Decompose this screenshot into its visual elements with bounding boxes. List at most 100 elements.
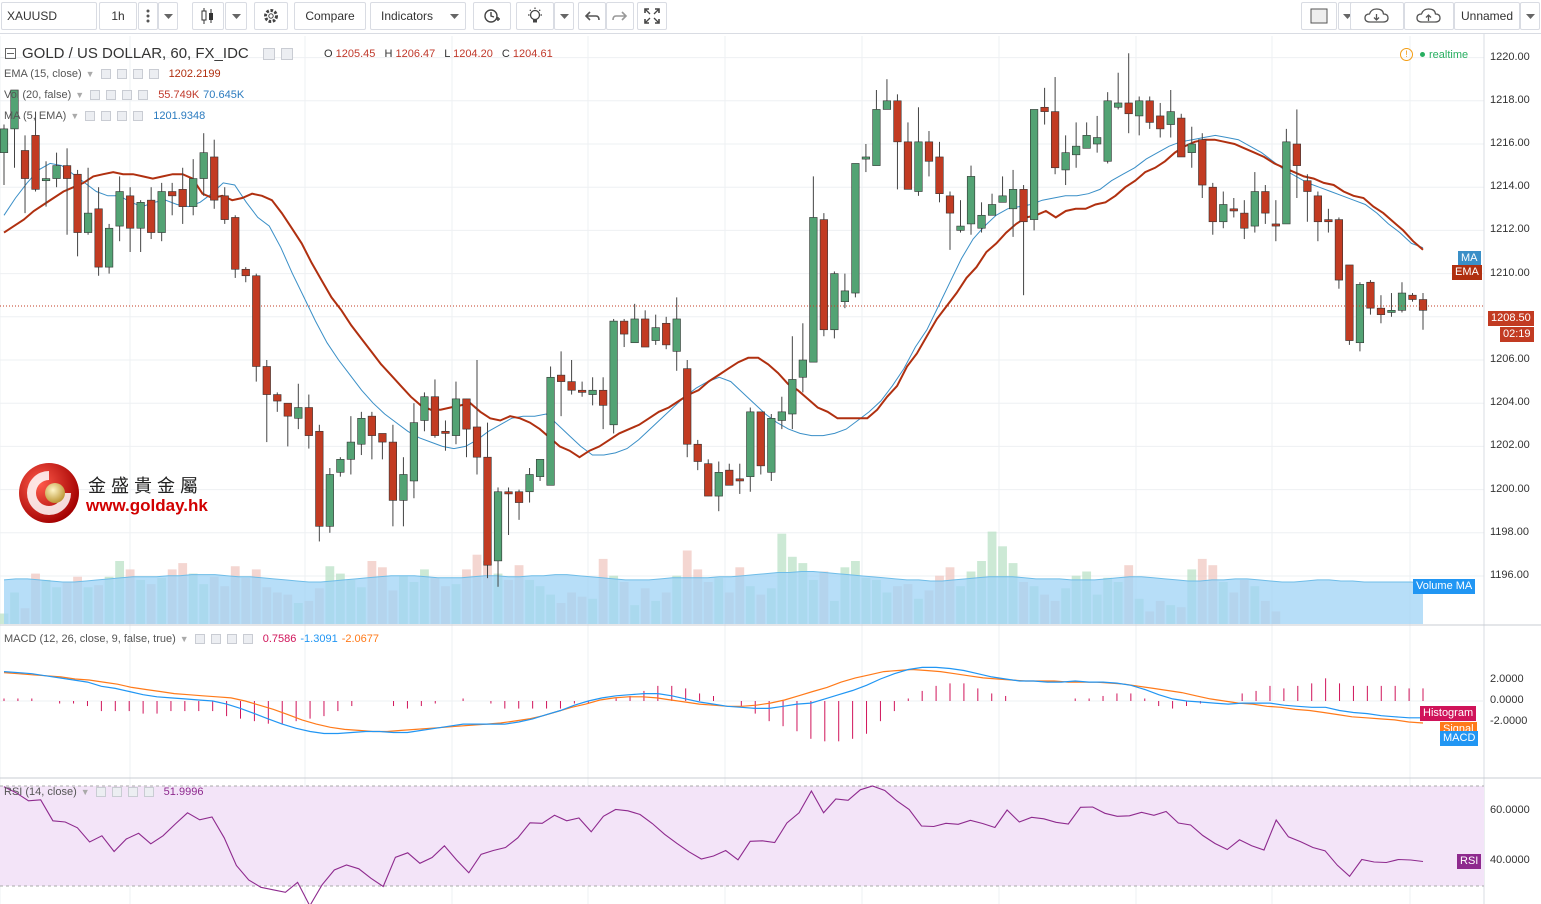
chart-canvas[interactable]: [0, 34, 1541, 904]
candle-body: [199, 152, 208, 179]
cloud-upload-icon[interactable]: [1404, 2, 1454, 30]
close-icon[interactable]: [242, 634, 253, 644]
candle-body: [399, 474, 408, 501]
close-icon[interactable]: [143, 787, 154, 797]
warning-icon[interactable]: !: [1400, 48, 1413, 61]
alert-icon[interactable]: [473, 2, 511, 30]
candle-body: [1051, 111, 1060, 169]
candle-body: [641, 318, 650, 348]
gear-icon[interactable]: [254, 2, 288, 30]
candle-body: [998, 195, 1007, 203]
ma-tag: MA: [1458, 251, 1481, 266]
candle-body: [535, 459, 545, 477]
eye-icon[interactable]: [95, 787, 106, 797]
close-icon[interactable]: [133, 111, 144, 121]
signal-line: [3, 668, 1424, 733]
indicators-button[interactable]: Indicators: [370, 2, 466, 30]
settings-icon[interactable]: [210, 634, 221, 644]
candle-body: [84, 212, 93, 233]
ohlc-readout: O 1205.45 H 1206.47 L 1204.20 C 1204.61: [324, 48, 559, 60]
rsi-legend[interactable]: RSI (14, close) ▼ 51.9996: [4, 786, 204, 798]
candle-body: [809, 217, 818, 363]
close-icon[interactable]: [138, 90, 149, 100]
chevron-down-icon[interactable]: [158, 2, 178, 30]
settings-ctl-icon[interactable]: [262, 47, 275, 60]
candle-body: [1303, 180, 1312, 192]
candle-body: [1093, 137, 1102, 145]
candle-body: [94, 208, 103, 268]
candle-body: [588, 389, 597, 395]
interval-button[interactable]: 1h: [99, 2, 137, 30]
candles-icon[interactable]: [192, 2, 224, 30]
candle-body: [126, 195, 135, 229]
eye-icon[interactable]: [194, 634, 205, 644]
color-square-icon[interactable]: [1301, 2, 1337, 30]
candle-body: [1030, 109, 1039, 220]
candle-body: [935, 156, 944, 194]
candle-body: [10, 89, 19, 130]
price-tick: 1198.00: [1490, 525, 1529, 538]
eye-icon[interactable]: [85, 111, 96, 121]
fullscreen-icon[interactable]: [637, 2, 667, 30]
candle-body: [262, 366, 271, 395]
candle-body: [830, 273, 839, 331]
price-tick: 1212.00: [1490, 223, 1530, 236]
price-tick: 1204.00: [1490, 396, 1530, 409]
close-ctl-icon[interactable]: [280, 47, 293, 60]
candle-body: [1271, 223, 1280, 227]
candle-body: [462, 398, 471, 430]
volume-ma-area: [4, 571, 1423, 624]
compare-button[interactable]: Compare: [294, 2, 366, 30]
add-icon[interactable]: [122, 90, 133, 100]
candle-body: [1208, 186, 1217, 223]
settings-icon[interactable]: [101, 111, 112, 121]
vol-legend[interactable]: Vol (20, false) ▼ 55.749K 70.645K: [4, 89, 245, 101]
candle-body: [315, 430, 324, 527]
collapse-icon[interactable]: [5, 48, 16, 59]
chart-type-dropdown-icon[interactable]: [225, 2, 247, 30]
ema-legend[interactable]: EMA (15, close) ▼ 1202.2199: [4, 68, 221, 80]
macd-signal-value: -2.0677: [341, 633, 379, 645]
price-tick: 1214.00: [1490, 180, 1530, 193]
macd-legend[interactable]: MACD (12, 26, close, 9, false, true) ▼ 0.…: [4, 633, 379, 645]
eye-icon[interactable]: [100, 69, 111, 79]
candle-body: [1177, 117, 1186, 158]
candle-body: [1082, 135, 1091, 149]
add-icon[interactable]: [132, 69, 143, 79]
candle-body: [798, 359, 807, 378]
indicators-label: Indicators: [381, 9, 434, 23]
candle-body: [52, 165, 61, 179]
redo-icon[interactable]: [606, 2, 634, 30]
close-icon[interactable]: [148, 69, 159, 79]
volume-ma-tag: Volume MA: [1413, 579, 1476, 594]
candle-body: [493, 491, 503, 562]
candle-body: [157, 191, 166, 233]
settings-icon[interactable]: [111, 787, 122, 797]
candle-body: [62, 165, 72, 179]
open-value: 1205.45: [335, 48, 376, 60]
candle-body: [1282, 141, 1291, 225]
undo-icon[interactable]: [578, 2, 606, 30]
add-icon[interactable]: [226, 634, 237, 644]
price-tick: 1216.00: [1490, 137, 1530, 149]
candle-body: [367, 415, 376, 436]
layout-name-button[interactable]: Unnamed: [1454, 2, 1520, 30]
symbol-search[interactable]: XAUUSD: [1, 2, 97, 30]
ideas-dropdown-icon[interactable]: [554, 2, 574, 30]
ma-legend[interactable]: MA (5, EMA) ▼ 1201.9348: [4, 110, 206, 122]
candle-body: [1187, 143, 1196, 153]
cloud-download-icon[interactable]: [1350, 2, 1404, 30]
settings-icon[interactable]: [116, 69, 127, 79]
candle-body: [725, 469, 734, 486]
candle-body: [409, 422, 419, 482]
settings-icon[interactable]: [106, 90, 117, 100]
more-icon[interactable]: [138, 2, 158, 30]
candle-body: [273, 394, 282, 402]
add-icon[interactable]: [117, 111, 128, 121]
lightbulb-icon[interactable]: [516, 2, 554, 30]
layout-dropdown-icon[interactable]: [1520, 2, 1540, 30]
add-icon[interactable]: [127, 787, 138, 797]
eye-icon[interactable]: [90, 90, 101, 100]
live-dot-icon: [1420, 52, 1425, 57]
candle-body: [1324, 219, 1333, 223]
